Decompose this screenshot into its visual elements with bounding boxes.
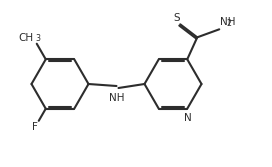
Text: F: F xyxy=(32,122,38,132)
Text: CH: CH xyxy=(18,33,33,43)
Text: 3: 3 xyxy=(36,34,41,43)
Text: S: S xyxy=(173,13,180,23)
Text: NH: NH xyxy=(109,93,124,103)
Text: NH: NH xyxy=(220,17,236,27)
Text: N: N xyxy=(184,113,192,123)
Text: 2: 2 xyxy=(227,19,232,28)
